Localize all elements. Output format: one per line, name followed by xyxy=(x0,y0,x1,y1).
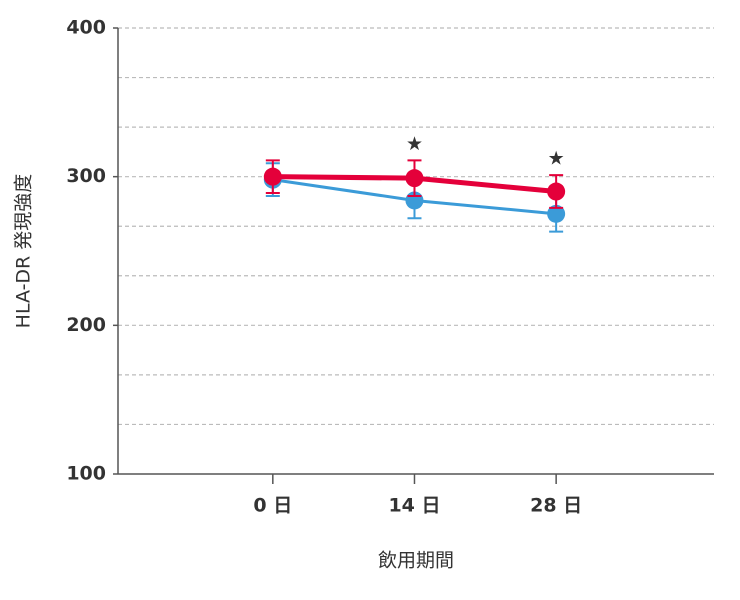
y-tick-label: 400 xyxy=(66,17,106,39)
x-tick-label: 0 日 xyxy=(253,495,292,517)
y-axis-label: HLA-DR 発現強度 xyxy=(13,174,35,329)
annotation: ★ xyxy=(548,148,565,170)
y-tick-label: 100 xyxy=(66,463,106,485)
x-tick-label: 28 日 xyxy=(530,495,582,517)
y-tick-label: 300 xyxy=(66,165,106,187)
y-tick-label: 200 xyxy=(66,314,106,336)
annotation: ★ xyxy=(406,133,423,155)
x-tick-label: 14 日 xyxy=(388,495,440,517)
data-point xyxy=(547,204,566,223)
data-point xyxy=(547,182,566,201)
x-axis-label: 飲用期間 xyxy=(378,550,454,572)
data-point xyxy=(405,169,424,188)
data-point xyxy=(263,167,282,186)
